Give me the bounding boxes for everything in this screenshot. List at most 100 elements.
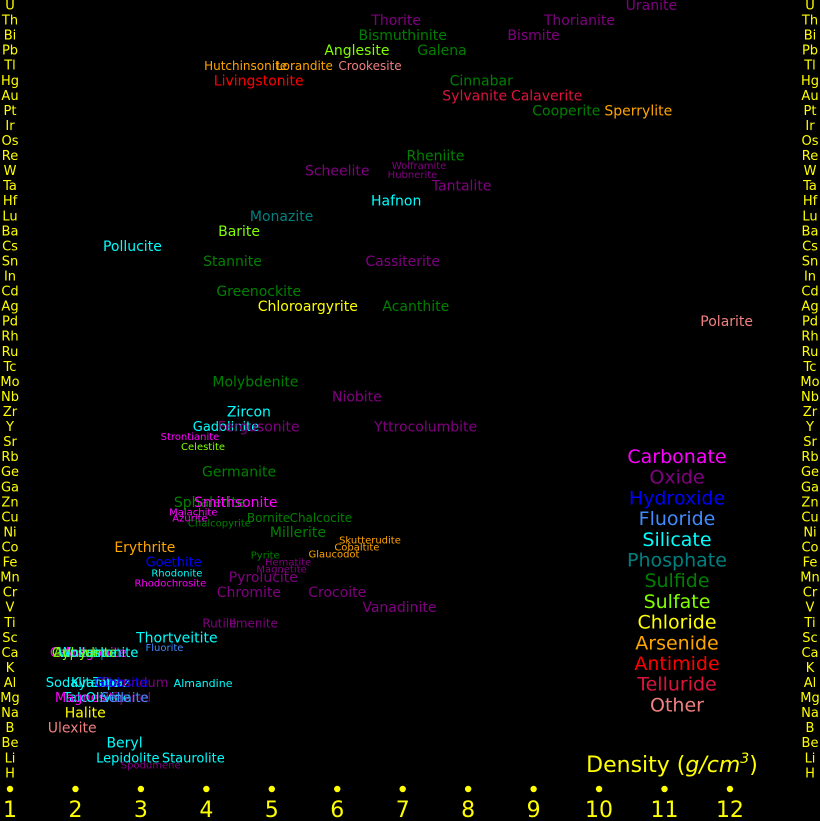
x-tick-dot (6, 785, 14, 793)
element-tick-label: Ta (802, 179, 817, 194)
mineral-label: Chloroargyrite (258, 299, 358, 315)
legend-entry: Silicate (642, 529, 711, 551)
legend-entry: Fluoride (639, 508, 716, 530)
element-tick-label: Pb (2, 44, 18, 59)
element-tick-label: Al (804, 676, 817, 691)
mineral-label: Pyrite (251, 551, 280, 562)
mineral-label: Beryl (106, 736, 142, 752)
element-tick-label: Ti (803, 616, 815, 631)
element-tick-label: Lu (2, 209, 17, 224)
mineral-label: Sperrylite (604, 103, 672, 119)
mineral-label: Ulexite (48, 721, 97, 737)
element-tick-label: Be (2, 736, 19, 751)
legend: CarbonateOxideHydroxideFluorideSilicateP… (627, 446, 727, 716)
x-tick-dot (137, 785, 145, 793)
element-tick-label: Ti (3, 616, 15, 631)
legend-entry: Phosphate (627, 550, 727, 572)
mineral-label: Olivine (86, 691, 131, 706)
mineral-label: Gibbsite (94, 676, 148, 691)
mineral-label: Magnetite (256, 565, 306, 576)
x-tick-dot (726, 785, 734, 793)
mineral-label: Pyrolucite (229, 570, 298, 586)
element-tick-label: Mn (0, 571, 19, 586)
legend-entry: Chloride (637, 612, 716, 634)
mineral-label: Cooperite (532, 103, 600, 119)
mineral-label: Thorite (370, 13, 421, 29)
element-tick-label: Rh (1, 330, 18, 345)
mineral-label: Barite (218, 224, 260, 240)
right-element-axis: HLiBeBNaMgAlKCaScTiVCrMnFeCoNiCuZnGaGeRb… (800, 0, 819, 781)
element-tick-label: Sc (2, 631, 17, 646)
legend-entry: Antimide (634, 653, 719, 675)
mineral-label: Thorianite (543, 13, 615, 29)
mineral-label: Cobaltite (334, 542, 379, 553)
x-tick-label: 8 (461, 798, 475, 821)
mineral-label: Chalcocite (290, 511, 353, 525)
legend-entry: Oxide (649, 467, 704, 489)
element-tick-label: Mn (800, 571, 819, 586)
element-tick-label: W (804, 164, 817, 179)
x-axis-label-part: ) (749, 753, 758, 778)
mineral-label: Germanite (202, 465, 276, 481)
mineral-label: Livingstonite (214, 73, 304, 89)
mineral-label: Anhydrite (54, 646, 117, 661)
mineral-label: Calcite (50, 646, 95, 661)
mineral-label: Galena (417, 43, 466, 59)
element-tick-label: Au (801, 89, 818, 104)
mineral-label: Tantalite (431, 179, 492, 195)
mineral-label: Lorandite (276, 59, 333, 73)
element-tick-label: Co (1, 540, 18, 555)
mineral-label: Corundum (100, 676, 168, 691)
element-tick-label: B (806, 721, 815, 736)
x-tick-label: 12 (716, 798, 744, 821)
x-tick-dot (530, 785, 537, 793)
element-tick-label: Cs (2, 239, 18, 254)
x-axis-label-part: 3 (740, 751, 749, 767)
mineral-label: Hematite (265, 558, 311, 569)
x-axis-label: Density (g/cm3) (586, 751, 758, 778)
x-tick-dot (595, 785, 603, 793)
element-tick-label: Co (801, 540, 818, 555)
legend-entry: Sulfate (644, 591, 711, 613)
mineral-label: Halite (65, 706, 106, 722)
element-tick-label: Rb (1, 450, 18, 465)
mineral-label: Scheelite (305, 164, 370, 180)
mineral-label: Topaz (92, 676, 130, 691)
x-axis-label-part: g/cm (685, 753, 740, 778)
mineral-label: Spodumene (121, 760, 181, 771)
element-tick-label: B (6, 721, 15, 736)
element-tick-label: Cs (802, 239, 818, 254)
mineral-label: Hubnerite (388, 170, 438, 181)
mineral-label: Thortveitite (135, 630, 218, 646)
mineral-label: Strontianite (161, 432, 220, 443)
mineral-label: Bornite (247, 511, 290, 525)
element-tick-label: Mo (0, 375, 19, 390)
mineral-label: Ilmenite (229, 616, 278, 630)
x-tick-dot (399, 785, 406, 793)
x-tick-dot (464, 785, 472, 793)
mineral-label: Stannite (203, 254, 262, 270)
mineral-label: Chromite (217, 585, 281, 601)
element-tick-label: Rb (801, 450, 818, 465)
legend-entry: Sulfide (644, 570, 709, 592)
element-tick-label: Th (1, 14, 18, 29)
mineral-label: Rhodochrosite (134, 579, 206, 590)
element-tick-label: Re (2, 149, 18, 164)
mineral-label: Cinnabar (450, 73, 513, 89)
legend-entry: Hydroxide (629, 487, 725, 509)
element-tick-label: Ru (802, 345, 819, 360)
legend-entry: Telluride (636, 674, 717, 696)
mineral-label: Magnesite (55, 691, 122, 706)
element-tick-label: Pb (802, 44, 818, 59)
mineral-label: Smithsonite (194, 495, 278, 511)
element-tick-label: Fe (3, 556, 18, 571)
element-tick-label: Ag (1, 300, 18, 315)
element-tick-label: Tc (3, 360, 17, 375)
element-tick-label: Ir (805, 119, 815, 134)
element-tick-label: Y (5, 420, 14, 435)
element-tick-label: U (805, 0, 815, 14)
element-tick-label: Zn (1, 495, 18, 510)
mineral-label: Fergusonite (218, 420, 300, 436)
element-tick-label: Hf (3, 194, 18, 209)
